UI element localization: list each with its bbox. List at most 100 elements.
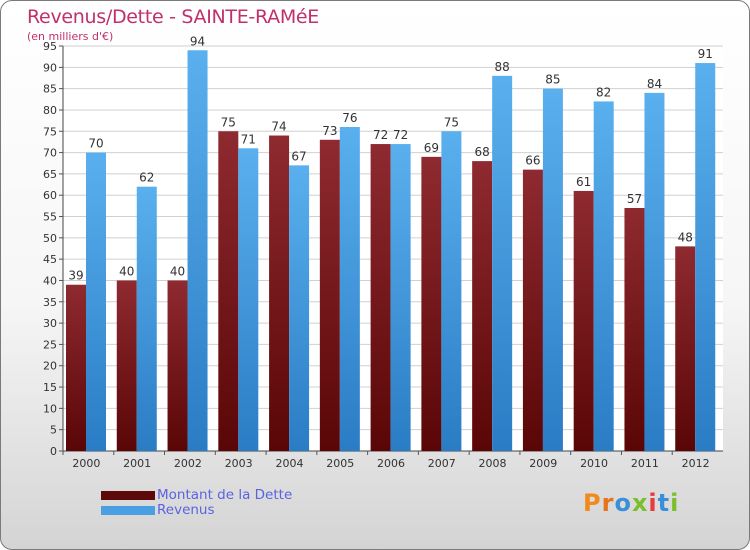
chart-subtitle: (en milliers d'€) xyxy=(27,30,114,43)
logo-letter: r xyxy=(601,489,615,517)
x-tick-label: 2011 xyxy=(631,457,659,470)
y-tick-label: 65 xyxy=(43,168,57,181)
logo-letter: i xyxy=(670,489,680,517)
data-label-dette: 68 xyxy=(475,145,490,159)
logo-letter: i xyxy=(648,489,658,517)
data-label-dette: 66 xyxy=(525,154,540,168)
data-label-revenus: 85 xyxy=(545,73,560,87)
bar-revenus xyxy=(136,186,157,451)
data-label-revenus: 84 xyxy=(647,77,662,91)
x-tick-label: 2002 xyxy=(174,457,202,470)
data-label-revenus: 70 xyxy=(88,137,103,151)
x-tick-label: 2008 xyxy=(479,457,507,470)
data-label-revenus: 67 xyxy=(291,149,306,163)
data-label-dette: 72 xyxy=(373,128,388,142)
y-tick-label: 70 xyxy=(43,147,57,160)
y-tick-label: 30 xyxy=(43,317,57,330)
bar-revenus xyxy=(441,131,462,451)
y-tick-label: 35 xyxy=(43,296,57,309)
x-tick-label: 2012 xyxy=(682,457,710,470)
bar-dette xyxy=(319,139,340,451)
bar-dette xyxy=(522,169,543,451)
y-tick-label: 40 xyxy=(43,274,57,287)
bar-revenus xyxy=(542,88,563,451)
y-tick-label: 80 xyxy=(43,104,57,117)
y-tick-label: 60 xyxy=(43,189,57,202)
bar-revenus xyxy=(593,101,614,451)
bar-dette xyxy=(573,190,594,451)
bar-dette xyxy=(218,131,239,451)
legend-label-dette: Montant de la Dette xyxy=(157,487,293,503)
y-tick-label: 90 xyxy=(43,61,57,74)
bar-dette xyxy=(269,135,290,452)
bar-revenus xyxy=(238,148,259,451)
x-tick-label: 2000 xyxy=(72,457,100,470)
bar-dette xyxy=(370,144,391,452)
y-tick-label: 85 xyxy=(43,83,57,96)
proxiti-logo: Proxiti xyxy=(583,489,679,517)
y-tick-label: 10 xyxy=(43,402,57,415)
data-label-revenus: 82 xyxy=(596,85,611,99)
legend-item-revenus: Revenus xyxy=(101,503,292,518)
y-tick-label: 55 xyxy=(43,211,57,224)
data-label-revenus: 91 xyxy=(698,47,713,61)
data-label-revenus: 88 xyxy=(495,60,510,74)
x-tick-label: 2006 xyxy=(377,457,405,470)
bar-revenus xyxy=(695,63,716,451)
y-tick-label: 20 xyxy=(43,360,57,373)
y-tick-label: 25 xyxy=(43,338,57,351)
y-tick-label: 95 xyxy=(43,40,57,53)
y-tick-label: 15 xyxy=(43,381,57,394)
logo-letter: P xyxy=(583,489,602,517)
legend: Montant de la Dette Revenus xyxy=(101,488,292,518)
bar-revenus xyxy=(644,92,665,451)
data-label-dette: 40 xyxy=(119,264,134,278)
x-tick-label: 2003 xyxy=(225,457,253,470)
data-label-revenus: 76 xyxy=(342,111,357,125)
bar-dette xyxy=(66,284,86,451)
data-label-dette: 39 xyxy=(68,269,83,283)
logo-letter: o xyxy=(614,489,632,517)
logo-letter: x xyxy=(631,489,649,517)
bar-dette xyxy=(472,161,493,451)
data-label-dette: 48 xyxy=(678,230,693,244)
legend-swatch-revenus xyxy=(101,506,155,515)
bar-dette xyxy=(624,208,645,451)
data-label-dette: 74 xyxy=(271,120,286,134)
legend-item-dette: Montant de la Dette xyxy=(101,488,292,503)
bar-dette xyxy=(421,156,442,451)
bar-revenus xyxy=(492,75,513,451)
bar-revenus xyxy=(86,152,106,451)
data-label-revenus: 72 xyxy=(393,128,408,142)
bar-dette xyxy=(116,280,137,451)
y-tick-label: 75 xyxy=(43,125,57,138)
x-tick-label: 2009 xyxy=(529,457,557,470)
data-label-dette: 40 xyxy=(170,264,185,278)
y-tick-label: 50 xyxy=(43,232,57,245)
y-tick-label: 0 xyxy=(50,445,57,458)
bar-dette xyxy=(675,246,696,451)
x-tick-label: 2010 xyxy=(580,457,608,470)
x-tick-label: 2005 xyxy=(326,457,354,470)
chart-title: Revenus/Dette - SAINTE-RAMéE xyxy=(27,6,320,28)
x-tick-label: 2007 xyxy=(428,457,456,470)
data-label-dette: 57 xyxy=(627,192,642,206)
data-label-revenus: 94 xyxy=(190,34,205,48)
data-label-dette: 69 xyxy=(424,141,439,155)
data-label-revenus: 71 xyxy=(241,132,256,146)
x-tick-label: 2004 xyxy=(275,457,303,470)
data-label-dette: 61 xyxy=(576,175,591,189)
legend-label-revenus: Revenus xyxy=(157,502,215,518)
y-tick-label: 45 xyxy=(43,253,57,266)
bar-revenus xyxy=(390,144,411,452)
logo-letter: t xyxy=(657,489,671,517)
data-label-revenus: 62 xyxy=(139,171,154,185)
data-label-dette: 75 xyxy=(221,115,236,129)
bar-revenus xyxy=(339,127,360,451)
bar-revenus xyxy=(289,165,310,452)
data-label-revenus: 75 xyxy=(444,115,459,129)
y-tick-label: 5 xyxy=(50,424,57,437)
data-label-dette: 73 xyxy=(322,124,337,138)
